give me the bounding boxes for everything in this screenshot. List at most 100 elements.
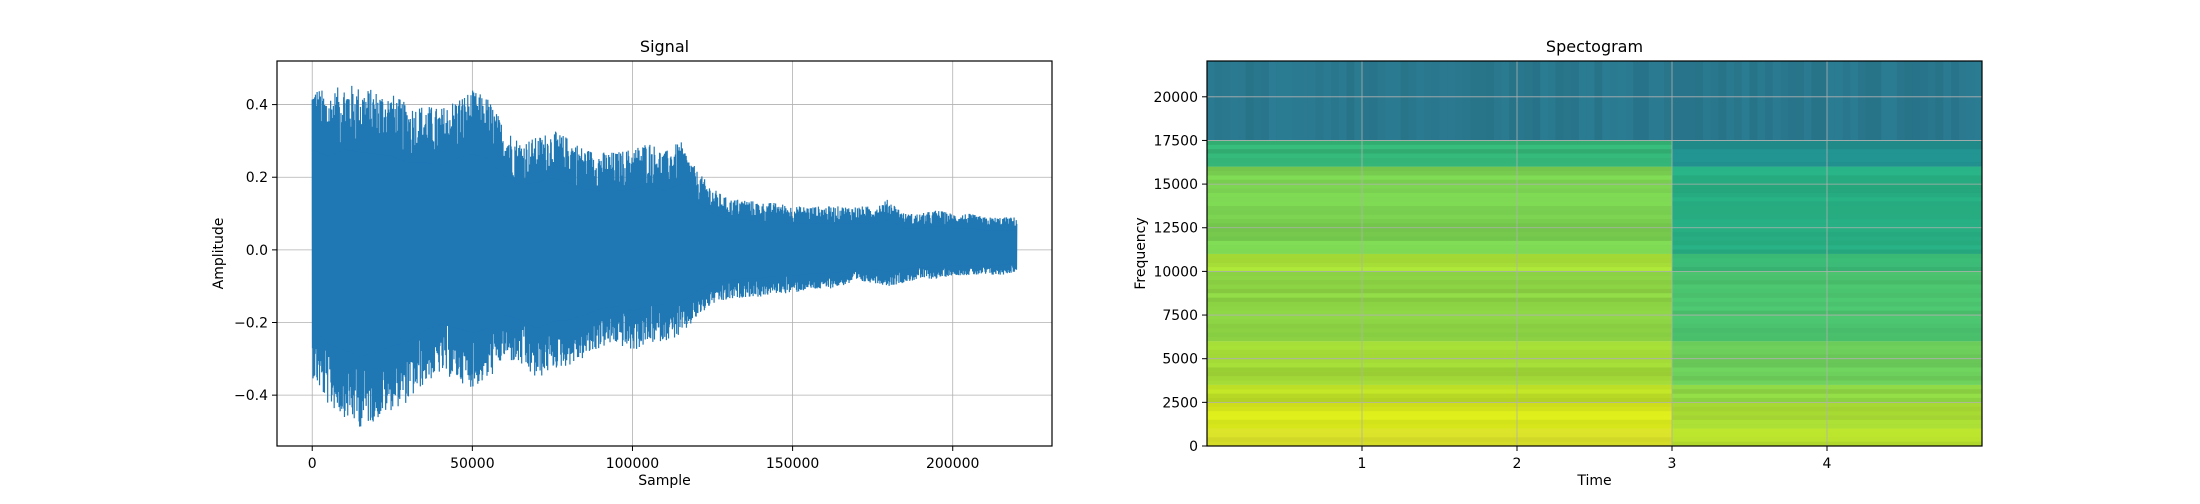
spectrogram-texture — [1889, 61, 1897, 141]
spectrogram-texture — [1617, 61, 1626, 141]
spectrogram-texture — [1400, 61, 1409, 141]
spectrogram-texture — [1207, 293, 1672, 298]
spectrogram-texture — [1834, 61, 1843, 141]
spectrogram-x-tick-label-2: 3 — [1668, 456, 1677, 472]
spectrogram-texture — [1462, 61, 1471, 141]
signal-y-tick-label-2: 0.0 — [246, 243, 268, 259]
spectrogram-y-tick-label-4: 10000 — [1153, 264, 1198, 280]
spectrogram-texture — [1788, 61, 1796, 141]
spectrogram-texture — [1408, 61, 1417, 141]
spectrogram-texture — [1315, 61, 1324, 141]
signal-title: Signal — [640, 37, 689, 56]
spectrogram-texture — [1881, 61, 1889, 141]
spectrogram-texture — [1261, 61, 1269, 141]
spectrogram-x-axis-label: Time — [1576, 473, 1611, 489]
spectrogram-texture — [1951, 61, 1959, 141]
spectrogram-texture — [1780, 61, 1789, 141]
signal-series-body — [312, 149, 1017, 357]
spectrogram-texture — [1207, 144, 1672, 150]
spectrogram-texture — [1718, 61, 1727, 141]
spectrogram-texture — [1509, 61, 1517, 141]
spectrogram-texture — [1207, 363, 1672, 368]
spectrogram-texture — [1207, 315, 1672, 320]
spectrogram-texture — [1331, 61, 1339, 141]
signal-y-tick-label-4: 0.4 — [246, 98, 268, 114]
spectrogram-texture — [1493, 61, 1502, 141]
spectrogram-texture — [1470, 61, 1479, 141]
spectrogram-x-tick-label-3: 4 — [1823, 456, 1832, 472]
spectrogram-texture — [1540, 61, 1548, 141]
spectrogram-texture — [1393, 61, 1401, 141]
spectrogram-texture — [1586, 61, 1595, 141]
spectrogram-texture — [1207, 297, 1672, 302]
spectrogram-texture — [1385, 61, 1393, 141]
spectrogram-texture — [1207, 188, 1672, 193]
spectrogram-texture — [1873, 61, 1882, 141]
spectrogram-texture — [1292, 61, 1300, 141]
signal-x-tick-label-3: 150000 — [766, 456, 819, 472]
spectrogram-y-tick-label-0: 0 — [1189, 439, 1198, 455]
spectrogram-texture — [1207, 389, 1672, 394]
spectrogram-texture — [1354, 61, 1362, 141]
spectrogram-texture — [1207, 201, 1672, 206]
spectrogram-texture — [1850, 61, 1858, 141]
spectrogram-texture — [1207, 441, 1672, 446]
spectrogram-texture — [1741, 61, 1750, 141]
spectrogram-texture — [1594, 61, 1603, 141]
spectrogram-texture — [1207, 166, 1672, 171]
spectrogram-texture — [1207, 280, 1672, 285]
spectrogram-texture — [1207, 140, 1672, 145]
spectrogram-texture — [1912, 61, 1920, 141]
spectrogram-y-tick-label-5: 12500 — [1153, 221, 1198, 237]
spectrogram-texture — [1517, 61, 1525, 141]
spectrogram-texture — [1207, 336, 1672, 342]
spectrogram-texture — [1958, 61, 1967, 141]
spectrogram-texture — [1486, 61, 1494, 141]
spectrogram-texture — [1207, 424, 1672, 429]
spectrogram-texture — [1207, 319, 1672, 324]
spectrogram-texture — [1207, 267, 1672, 272]
spectrogram-texture — [1478, 61, 1486, 141]
spectrogram-texture — [1214, 61, 1223, 141]
spectrogram-texture — [1207, 262, 1672, 268]
spectrogram-texture — [1687, 61, 1696, 141]
signal-y-tick-label-0: −0.4 — [234, 388, 268, 404]
signal-x-tick-label-1: 50000 — [450, 456, 495, 472]
spectrogram-texture — [1648, 61, 1657, 141]
spectrogram-texture — [1633, 61, 1641, 141]
spectrogram-texture — [1672, 61, 1680, 141]
spectrogram-texture — [1207, 179, 1672, 185]
spectrogram-texture — [1207, 61, 1215, 141]
spectrogram-x-tick-label-0: 1 — [1358, 456, 1367, 472]
spectrogram-texture — [1974, 61, 1982, 141]
spectrogram-texture — [1726, 61, 1734, 141]
spectrogram-texture — [1207, 157, 1672, 163]
spectrogram-texture — [1207, 349, 1672, 355]
spectrogram-texture — [1207, 240, 1672, 246]
spectrogram-texture — [1501, 61, 1510, 141]
spectrogram-texture — [1431, 61, 1440, 141]
spectrogram-texture — [1207, 419, 1672, 425]
spectrogram-texture — [1772, 61, 1781, 141]
signal-ticks: 0 50000 100000 150000 200000 −0.4 −0.2 0.0 0.2 0.… — [234, 98, 979, 472]
spectrogram-texture — [1803, 61, 1812, 141]
spectrogram-texture — [1207, 332, 1672, 337]
signal-x-tick-label-0: 0 — [308, 456, 317, 472]
spectrogram-texture — [1346, 61, 1355, 141]
spectrogram-texture — [1927, 61, 1936, 141]
spectrogram-texture — [1207, 432, 1672, 438]
spectrogram-texture — [1524, 61, 1533, 141]
spectrogram-texture — [1842, 61, 1851, 141]
spectrogram-texture — [1300, 61, 1308, 141]
spectrogram-texture — [1757, 61, 1765, 141]
spectrogram-texture — [1602, 61, 1610, 141]
spectrogram-texture — [1207, 258, 1672, 263]
spectrogram-y-tick-label-8: 20000 — [1153, 90, 1198, 106]
spectrogram-texture — [1416, 61, 1424, 141]
spectrogram-title: Spectogram — [1546, 37, 1643, 56]
spectrogram-axes-frame — [1206, 60, 1983, 447]
spectrogram-texture — [1734, 61, 1742, 141]
spectrogram-y-tick-label-2: 5000 — [1162, 352, 1198, 368]
signal-x-tick-label-2: 100000 — [606, 456, 659, 472]
